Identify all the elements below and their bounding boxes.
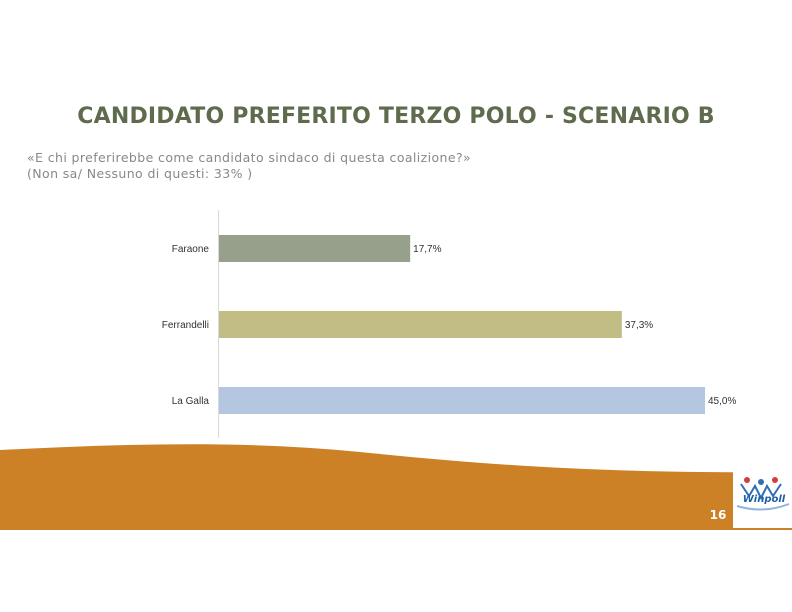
bar-la-galla [219,387,705,414]
footer-wave-shape [0,444,792,530]
value-label: 37,3% [625,320,653,331]
footer-wave [0,444,792,530]
subtitle-question: «E chi preferirebbe come candidato sinda… [27,150,472,165]
category-label: La Galla [172,396,210,407]
bar-ferrandelli [219,311,622,338]
category-label: Faraone [172,244,210,255]
value-label: 17,7% [413,244,441,255]
page-title: CANDIDATO PREFERITO TERZO POLO - SCENARI… [77,104,715,129]
logo-text: Winpoll [742,494,786,505]
subtitle-note: (Non sa/ Nessuno di questi: 33% ) [27,166,253,181]
logo-area [733,470,792,528]
winpoll-logo-icon [736,477,790,511]
category-label: Ferrandelli [162,320,209,331]
page-number: 16 [709,508,727,522]
bar-faraone [219,235,411,262]
value-label: 45,0% [708,396,736,407]
chart-subtitle: «E chi preferirebbe come candidato sinda… [27,150,767,182]
